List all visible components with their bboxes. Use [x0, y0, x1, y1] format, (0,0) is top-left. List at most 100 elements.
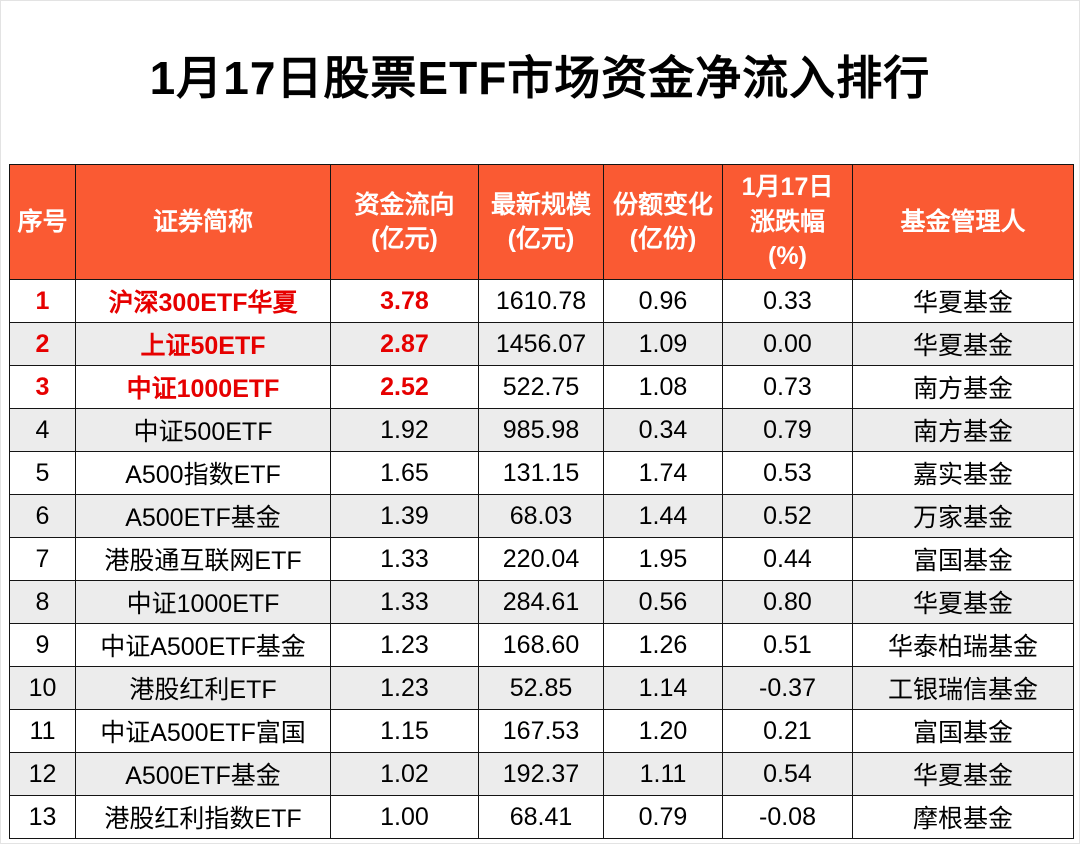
share-change-cell: 1.11	[603, 752, 723, 796]
table-row: 8 中证1000ETF 1.33 284.61 0.56 0.80 华夏基金	[9, 580, 1074, 624]
scale-cell: 68.41	[478, 795, 604, 839]
manager-cell: 富国基金	[852, 709, 1074, 753]
flow-cell: 1.39	[330, 494, 479, 538]
name-cell: 港股通互联网ETF	[75, 537, 331, 581]
name-cell: 沪深300ETF华夏	[75, 279, 331, 323]
change-pct-cell: 0.54	[722, 752, 853, 796]
manager-cell: 南方基金	[852, 408, 1074, 452]
rank-cell: 9	[9, 623, 76, 667]
name-cell: 港股红利ETF	[75, 666, 331, 710]
header-row: 序号 证券简称 资金流向 (亿元) 最新规模 (亿元) 份额变化 (亿份) 1月…	[9, 164, 1074, 280]
name-cell: A500ETF基金	[75, 494, 331, 538]
rank-cell: 3	[9, 365, 76, 409]
etf-table-wrapper: 序号 证券简称 资金流向 (亿元) 最新规模 (亿元) 份额变化 (亿份) 1月…	[9, 164, 1074, 839]
scale-cell: 68.03	[478, 494, 604, 538]
name-cell: A500指数ETF	[75, 451, 331, 495]
manager-cell: 万家基金	[852, 494, 1074, 538]
rank-cell: 1	[9, 279, 76, 323]
table-row: 9 中证A500ETF基金 1.23 168.60 1.26 0.51 华泰柏瑞基金	[9, 623, 1074, 667]
share-change-cell: 1.20	[603, 709, 723, 753]
manager-cell: 嘉实基金	[852, 451, 1074, 495]
manager-cell: 华夏基金	[852, 752, 1074, 796]
change-pct-cell: 0.79	[722, 408, 853, 452]
manager-cell: 富国基金	[852, 537, 1074, 581]
manager-cell: 华夏基金	[852, 322, 1074, 366]
scale-cell: 985.98	[478, 408, 604, 452]
rank-cell: 8	[9, 580, 76, 624]
table-body: 1 沪深300ETF华夏 3.78 1610.78 0.96 0.33 华夏基金 2 上证50E…	[9, 279, 1074, 839]
header-share-change: 份额变化 (亿份)	[603, 164, 723, 280]
flow-cell: 1.23	[330, 666, 479, 710]
name-cell: 中证500ETF	[75, 408, 331, 452]
table-row: 2 上证50ETF 2.87 1456.07 1.09 0.00 华夏基金	[9, 322, 1074, 366]
manager-cell: 华泰柏瑞基金	[852, 623, 1074, 667]
share-change-cell: 0.96	[603, 279, 723, 323]
scale-cell: 52.85	[478, 666, 604, 710]
scale-cell: 1456.07	[478, 322, 604, 366]
name-cell: 中证A500ETF富国	[75, 709, 331, 753]
page-title: 1月17日股票ETF市场资金净流入排行	[149, 52, 931, 104]
table-row: 7 港股通互联网ETF 1.33 220.04 1.95 0.44 富国基金	[9, 537, 1074, 581]
share-change-cell: 1.95	[603, 537, 723, 581]
manager-cell: 工银瑞信基金	[852, 666, 1074, 710]
share-change-cell: 0.34	[603, 408, 723, 452]
scale-cell: 284.61	[478, 580, 604, 624]
flow-cell: 1.15	[330, 709, 479, 753]
flow-cell: 1.02	[330, 752, 479, 796]
share-change-cell: 1.44	[603, 494, 723, 538]
share-change-cell: 1.14	[603, 666, 723, 710]
name-cell: 港股红利指数ETF	[75, 795, 331, 839]
table-row: 10 港股红利ETF 1.23 52.85 1.14 -0.37 工银瑞信基金	[9, 666, 1074, 710]
name-cell: 中证A500ETF基金	[75, 623, 331, 667]
table-row: 1 沪深300ETF华夏 3.78 1610.78 0.96 0.33 华夏基金	[9, 279, 1074, 323]
rank-cell: 5	[9, 451, 76, 495]
table-row: 6 A500ETF基金 1.39 68.03 1.44 0.52 万家基金	[9, 494, 1074, 538]
header-scale: 最新规模 (亿元)	[478, 164, 604, 280]
rank-cell: 7	[9, 537, 76, 581]
header-flow: 资金流向 (亿元)	[330, 164, 479, 280]
table-header: 序号 证券简称 资金流向 (亿元) 最新规模 (亿元) 份额变化 (亿份) 1月…	[9, 164, 1074, 280]
header-rank: 序号	[9, 164, 76, 280]
name-cell: A500ETF基金	[75, 752, 331, 796]
flow-cell: 1.65	[330, 451, 479, 495]
change-pct-cell: 0.00	[722, 322, 853, 366]
change-pct-cell: 0.33	[722, 279, 853, 323]
rank-cell: 13	[9, 795, 76, 839]
change-pct-cell: -0.37	[722, 666, 853, 710]
scale-cell: 167.53	[478, 709, 604, 753]
change-pct-cell: 0.53	[722, 451, 853, 495]
change-pct-cell: 0.80	[722, 580, 853, 624]
change-pct-cell: -0.08	[722, 795, 853, 839]
table-row: 11 中证A500ETF富国 1.15 167.53 1.20 0.21 富国基金	[9, 709, 1074, 753]
manager-cell: 华夏基金	[852, 580, 1074, 624]
flow-cell: 1.92	[330, 408, 479, 452]
flow-cell: 1.00	[330, 795, 479, 839]
header-manager: 基金管理人	[852, 164, 1074, 280]
table-row: 13 港股红利指数ETF 1.00 68.41 0.79 -0.08 摩根基金	[9, 795, 1074, 839]
rank-cell: 12	[9, 752, 76, 796]
rank-cell: 10	[9, 666, 76, 710]
table-row: 12 A500ETF基金 1.02 192.37 1.11 0.54 华夏基金	[9, 752, 1074, 796]
flow-cell: 1.33	[330, 580, 479, 624]
table-row: 5 A500指数ETF 1.65 131.15 1.74 0.53 嘉实基金	[9, 451, 1074, 495]
flow-cell: 3.78	[330, 279, 479, 323]
change-pct-cell: 0.21	[722, 709, 853, 753]
scale-cell: 192.37	[478, 752, 604, 796]
scale-cell: 168.60	[478, 623, 604, 667]
scale-cell: 220.04	[478, 537, 604, 581]
rank-cell: 2	[9, 322, 76, 366]
rank-cell: 4	[9, 408, 76, 452]
flow-cell: 1.33	[330, 537, 479, 581]
manager-cell: 南方基金	[852, 365, 1074, 409]
share-change-cell: 1.08	[603, 365, 723, 409]
flow-cell: 2.52	[330, 365, 479, 409]
share-change-cell: 1.74	[603, 451, 723, 495]
scale-cell: 1610.78	[478, 279, 604, 323]
share-change-cell: 0.56	[603, 580, 723, 624]
change-pct-cell: 0.44	[722, 537, 853, 581]
share-change-cell: 0.79	[603, 795, 723, 839]
header-change-pct: 1月17日 涨跌幅 (%)	[722, 164, 853, 280]
change-pct-cell: 0.52	[722, 494, 853, 538]
name-cell: 上证50ETF	[75, 322, 331, 366]
